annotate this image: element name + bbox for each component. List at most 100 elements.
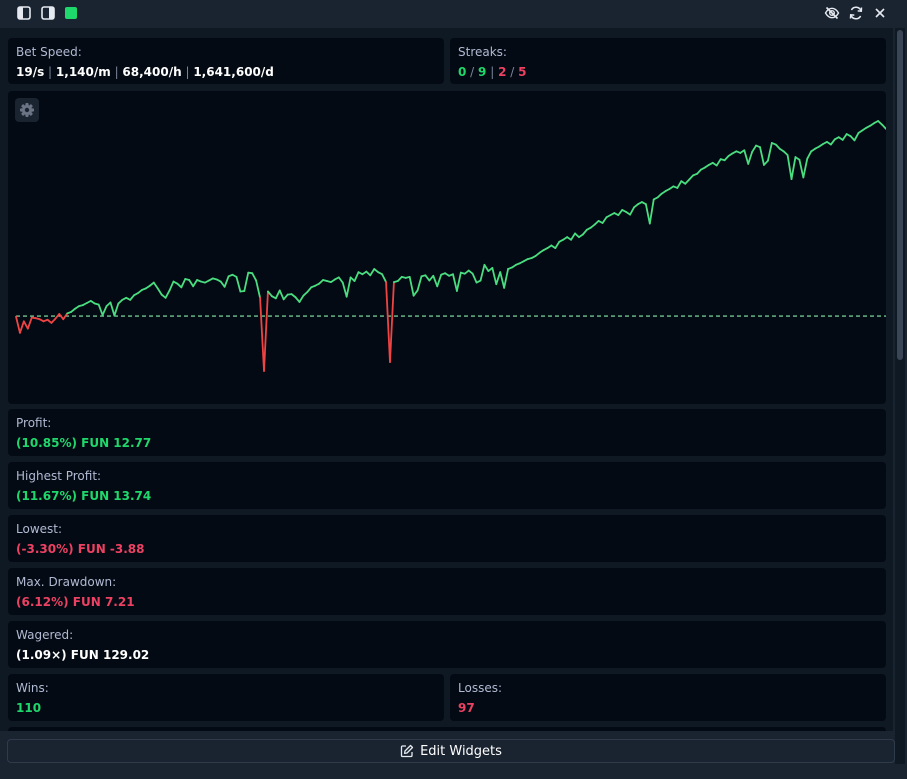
losses-value: 97 <box>458 701 475 715</box>
lowest-value: (-3.30%) FUN -3.88 <box>16 542 145 556</box>
lowest-label: Lowest: <box>16 522 63 536</box>
profit-line-segment <box>881 123 886 130</box>
profit-line-segment <box>235 275 242 293</box>
stats-panel: Bet Speed: 19/s | 1,140/m | 68,400/h | 1… <box>0 28 893 731</box>
bet-speed-per-day: 1,641,600/d <box>193 65 274 79</box>
window-toolbar <box>0 0 907 28</box>
profit-line-segment <box>648 198 655 225</box>
profit-line-segment <box>601 216 608 224</box>
profit-line-segment <box>629 206 635 216</box>
profit-line-segment <box>54 313 61 320</box>
refresh-icon[interactable] <box>848 5 864 21</box>
profit-line-segment <box>278 289 285 301</box>
max-drawdown-value: (6.12%) FUN 7.21 <box>16 595 135 609</box>
profit-line-segment <box>381 273 387 283</box>
profit-line-segment <box>570 232 576 241</box>
profit-line-segment <box>802 157 809 179</box>
eye-off-icon[interactable] <box>824 5 840 21</box>
profit-line-segment <box>243 271 250 292</box>
profit-line-segment <box>62 312 69 321</box>
profit-line-segment <box>751 144 757 153</box>
profit-line-segment <box>424 274 431 282</box>
bet-speed-per-minute: 1,140/m <box>55 65 111 79</box>
bet-speed-per-second: 19/s <box>16 65 45 79</box>
profit-line-segment <box>396 275 403 282</box>
profit-line-segment <box>251 272 258 282</box>
profit-line-segment <box>715 158 722 167</box>
profit-line-segment <box>255 279 261 299</box>
profit-line-segment <box>192 279 198 288</box>
wins-card: Wins: 110 <box>8 674 444 721</box>
sidebar-right-icon[interactable] <box>41 6 55 20</box>
profit-line-segment <box>684 178 691 185</box>
profit-line-segment <box>306 286 313 293</box>
wagered-value: (1.09×) FUN 129.02 <box>16 648 150 662</box>
profit-line-segment <box>50 317 57 324</box>
profit-line-segment <box>298 294 305 303</box>
profit-line-segment <box>723 155 730 162</box>
profit-line-segment <box>19 320 25 334</box>
profit-line-segment <box>759 146 765 166</box>
wagered-card: Wagered: (1.09×) FUN 129.02 <box>8 621 886 668</box>
profit-line-segment <box>219 280 226 288</box>
vertical-scrollbar[interactable] <box>895 28 905 764</box>
chart-settings-button[interactable] <box>15 98 39 122</box>
profit-line-segment <box>129 294 135 301</box>
streak-max-win: 9 <box>478 65 487 79</box>
profit-line-segment <box>164 289 171 299</box>
max-drawdown-card: Max. Drawdown: (6.12%) FUN 7.21 <box>8 568 886 615</box>
profit-label: Profit: <box>16 416 52 430</box>
profit-line-segment <box>743 149 750 165</box>
profit-line-segment <box>841 133 848 141</box>
profit-line-segment <box>408 275 415 297</box>
profit-line-segment <box>554 240 561 249</box>
edit-icon <box>400 744 414 758</box>
profit-line-segment <box>259 296 265 372</box>
close-icon[interactable] <box>872 5 888 21</box>
profit-line-segment <box>499 271 506 289</box>
profit-line-segment <box>491 267 498 286</box>
profit-line-segment <box>479 263 486 282</box>
profit-line-segment <box>774 143 781 150</box>
wagered-label: Wagered: <box>16 628 74 642</box>
profit-line-segment <box>829 138 836 146</box>
profit-value: (10.85%) FUN 12.77 <box>16 436 152 450</box>
gear-icon <box>20 103 34 117</box>
streak-max-loss: 5 <box>518 65 527 79</box>
profit-line-segment <box>806 150 813 160</box>
profit-line-segment <box>341 281 348 298</box>
profit-line-segment <box>763 159 769 166</box>
max-drawdown-label: Max. Drawdown: <box>16 575 117 589</box>
profit-line-segment <box>267 290 273 298</box>
profit-line-segment <box>676 180 683 189</box>
profit-line-segment <box>471 272 478 284</box>
profit-line-segment <box>385 281 391 364</box>
bet-speed-label: Bet Speed: <box>16 45 82 59</box>
sidebar-left-icon[interactable] <box>17 6 31 20</box>
profit-line-segment <box>581 228 588 236</box>
streaks-card: Streaks: 0 / 9 | 2 / 5 <box>450 38 886 84</box>
bet-speed-per-hour: 68,400/h <box>122 65 182 79</box>
profit-line-segment <box>113 302 120 317</box>
scrollbar-thumb[interactable] <box>897 30 903 360</box>
profit-line-segment <box>109 301 116 317</box>
profit-line-segment <box>168 280 175 292</box>
streak-current-loss: 2 <box>498 65 507 79</box>
profit-line-segment <box>180 278 187 289</box>
status-square-icon[interactable] <box>65 7 77 19</box>
losses-card: Losses: 97 <box>450 674 886 721</box>
lowest-card: Lowest: (-3.30%) FUN -3.88 <box>8 515 886 562</box>
profit-line-segment <box>369 268 376 277</box>
profit-line-segment <box>853 132 860 142</box>
profit-line-segment <box>337 276 344 284</box>
profit-line-segment <box>97 303 104 316</box>
profit-line-segment <box>416 275 423 292</box>
wins-label: Wins: <box>16 681 49 695</box>
bet-speed-card: Bet Speed: 19/s | 1,140/m | 68,400/h | 1… <box>8 38 444 84</box>
edit-widgets-button[interactable]: Edit Widgets <box>7 739 895 763</box>
profit-line-segment <box>495 271 502 286</box>
profit-line-segment <box>786 154 793 180</box>
highest-profit-value: (11.67%) FUN 13.74 <box>16 489 152 503</box>
streaks-value: 0 / 9 | 2 / 5 <box>458 65 527 79</box>
profit-line-segment <box>688 174 695 181</box>
